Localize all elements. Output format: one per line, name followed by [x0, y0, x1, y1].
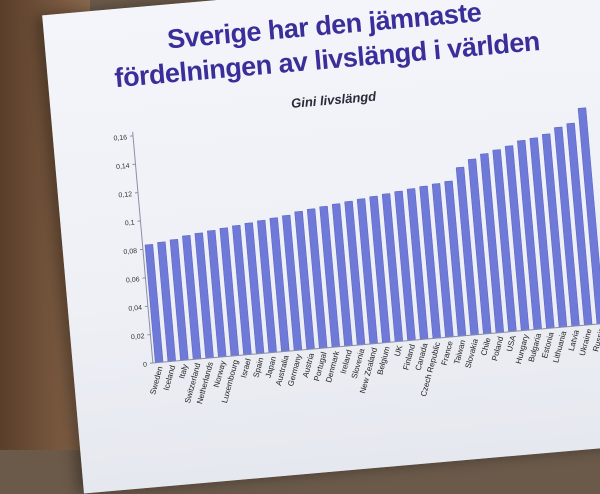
chart-title: Gini livslängd: [290, 88, 377, 110]
y-tick-label: 0,14: [116, 163, 130, 171]
chart-container: Gini livslängd 0 0,02 0,04 0,06 0,08 0,1 0,12 0…: [78, 55, 600, 471]
bar-chart: Gini livslängd 0 0,02 0,04 0,06 0,08 0,1 0,12 0…: [78, 55, 600, 471]
x-tick-label: Italy: [177, 363, 189, 380]
y-tick-label: 0,12: [118, 191, 132, 199]
x-tick-label: UK: [393, 344, 405, 358]
y-tick-label: 0,1: [125, 220, 135, 228]
y-tick-label: 0,16: [113, 134, 127, 142]
y-tick-label: 0,08: [123, 248, 137, 256]
y-tick-label: 0: [143, 362, 148, 369]
y-tick-label: 0,02: [131, 333, 145, 341]
projection-screen: Sverige har den jämnaste fördelningen av…: [42, 0, 600, 493]
x-tick-label: USA: [505, 334, 518, 353]
bars-group: [136, 108, 600, 363]
y-tick-label: 0,04: [128, 305, 142, 313]
y-tick-label: 0,06: [126, 276, 140, 284]
x-tick-label: Sweden: [148, 365, 164, 395]
